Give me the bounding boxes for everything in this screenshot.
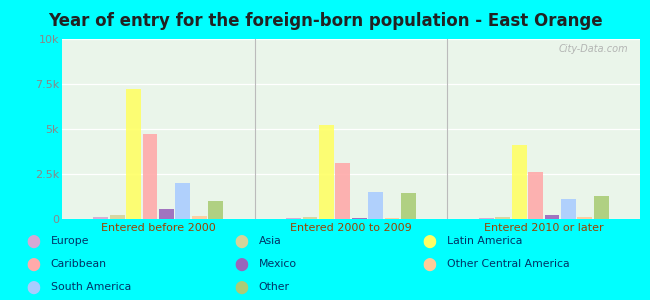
Bar (479, 218, 494, 219)
Text: Year of entry for the foreign-born population - East Orange: Year of entry for the foreign-born popul… (47, 12, 603, 30)
Bar (401, 193, 416, 219)
Text: ⬤: ⬤ (26, 280, 40, 294)
Bar (495, 217, 510, 219)
Text: Other: Other (259, 282, 290, 292)
Text: South America: South America (51, 282, 131, 292)
Bar (368, 192, 383, 219)
Bar (94, 217, 108, 219)
Bar (594, 196, 608, 219)
Text: Europe: Europe (51, 236, 89, 247)
Text: ⬤: ⬤ (422, 235, 437, 248)
Bar (142, 134, 157, 219)
Text: Caribbean: Caribbean (51, 259, 107, 269)
Bar (512, 145, 526, 219)
Bar (286, 218, 301, 219)
Text: City-Data.com: City-Data.com (559, 44, 629, 54)
Text: ⬤: ⬤ (234, 280, 248, 294)
Text: ⬤: ⬤ (234, 235, 248, 248)
Bar (159, 209, 174, 219)
Text: Other Central America: Other Central America (447, 259, 570, 269)
Bar (561, 199, 576, 219)
Bar (192, 216, 207, 219)
Bar (176, 183, 190, 219)
Text: Mexico: Mexico (259, 259, 297, 269)
Bar (208, 201, 223, 219)
Text: Asia: Asia (259, 236, 281, 247)
Bar (335, 163, 350, 219)
Bar (577, 217, 592, 219)
Text: ⬤: ⬤ (26, 235, 40, 248)
Text: ⬤: ⬤ (422, 258, 437, 271)
Bar (352, 218, 367, 219)
Bar (545, 215, 560, 219)
Bar (110, 215, 125, 219)
Text: Latin America: Latin America (447, 236, 523, 247)
Text: ⬤: ⬤ (234, 258, 248, 271)
Bar (385, 218, 399, 219)
Bar (528, 172, 543, 219)
Bar (126, 89, 141, 219)
Bar (319, 125, 334, 219)
Text: ⬤: ⬤ (26, 258, 40, 271)
Bar (303, 217, 317, 219)
